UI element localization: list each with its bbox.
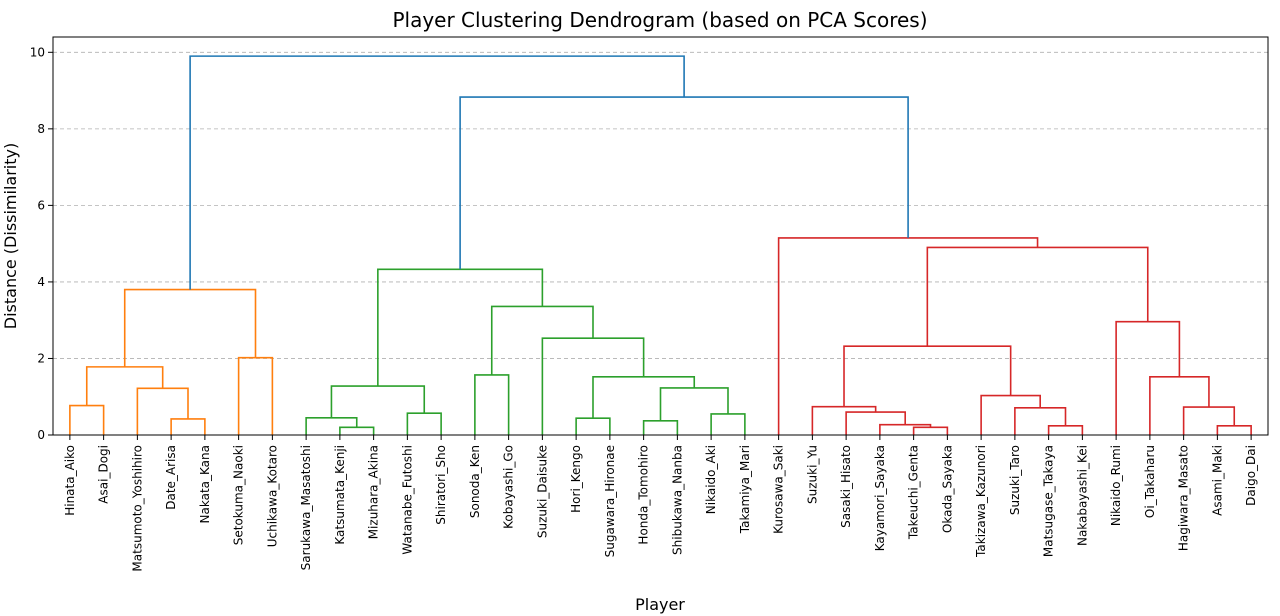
dendrogram-link-0 bbox=[69, 404, 105, 435]
x-tick-label: Suzuki_Taro bbox=[1008, 445, 1022, 515]
dendrogram-link-5 bbox=[123, 288, 257, 367]
x-tick-label: Okada_Sayaka bbox=[940, 445, 954, 533]
dendrogram-link-11 bbox=[575, 417, 611, 435]
y-tick-label: 0 bbox=[37, 428, 45, 442]
x-tick-label: Shiratori_Sho bbox=[434, 445, 448, 525]
x-tick-label: Matsugase_Takaya bbox=[1042, 445, 1056, 557]
x-tick-label: Asami_Maki bbox=[1210, 445, 1224, 516]
x-tick-label: Sasaki_Hisato bbox=[839, 445, 853, 528]
dendrogram-link-23 bbox=[1047, 425, 1084, 435]
x-tick-label: Takamiya_Mari bbox=[738, 445, 752, 534]
x-tick-label: Hinata_Aiko bbox=[63, 445, 77, 516]
x-tick-label: Matsumoto_Yoshihiro bbox=[130, 445, 144, 572]
x-tick-label: Honda_Tomohiro bbox=[637, 445, 651, 545]
dendrogram-link-26 bbox=[843, 345, 1012, 407]
x-tick-label: Sarukawa_Masatoshi bbox=[299, 445, 313, 570]
x-tick-label: Suzuki_Daisuke bbox=[535, 445, 549, 538]
dendrogram-link-3 bbox=[85, 366, 164, 406]
dendrogram-link-15 bbox=[592, 376, 696, 419]
dendrogram-link-32 bbox=[777, 237, 1039, 435]
dendrogram-link-18 bbox=[377, 268, 544, 387]
y-axis-ticks: 0 2 4 6 8 10 bbox=[30, 45, 53, 442]
dendrogram-link-31 bbox=[926, 246, 1149, 347]
x-tick-label: Oi_Takaharu bbox=[1143, 445, 1157, 518]
x-tick-label: Kayamori_Sayaka bbox=[873, 445, 887, 551]
x-tick-label: Sugawara_Hironae bbox=[603, 445, 617, 557]
dendrogram-link-10 bbox=[474, 374, 510, 435]
x-tick-label: Daigo_Dai bbox=[1244, 445, 1258, 506]
x-tick-label: Nikaido_Rumi bbox=[1109, 445, 1123, 526]
dendrogram-link-29 bbox=[1149, 376, 1210, 435]
dendrogram-link-1 bbox=[170, 418, 206, 435]
x-tick-label: Hori_Kengo bbox=[569, 445, 583, 513]
dendrogram-link-2 bbox=[136, 387, 189, 435]
x-tick-label: Watanabe_Futoshi bbox=[400, 445, 414, 555]
y-tick-label: 4 bbox=[37, 275, 45, 289]
dendrogram-link-20 bbox=[879, 423, 932, 435]
dendrogram-link-12 bbox=[642, 420, 679, 435]
y-axis-title: Distance (Dissimilarity) bbox=[1, 143, 20, 329]
x-tick-label: Nikaido_Aki bbox=[704, 445, 718, 514]
x-tick-label: Nakata_Kana bbox=[198, 445, 212, 523]
dendrogram-link-8 bbox=[406, 412, 442, 435]
x-tick-label: Mizuhara_Akina bbox=[367, 445, 381, 539]
dendrogram-link-27 bbox=[1216, 425, 1252, 435]
x-tick-label: Shibukawa_Nanba bbox=[670, 445, 684, 555]
y-tick-label: 2 bbox=[37, 351, 45, 365]
plot-frame bbox=[52, 36, 1269, 436]
dendrogram-link-34 bbox=[189, 55, 685, 290]
y-tick-label: 10 bbox=[30, 45, 45, 59]
x-tick-label: Takeuchi_Genta bbox=[907, 445, 921, 540]
dendrogram-link-19 bbox=[912, 426, 949, 435]
x-tick-label: Takizawa_Kazunori bbox=[974, 445, 988, 558]
x-tick-label: Suzuki_Yu bbox=[805, 445, 819, 504]
dendrogram-links bbox=[69, 55, 1252, 435]
dendrogram-link-6 bbox=[339, 426, 375, 435]
dendrogram-link-22 bbox=[811, 405, 877, 435]
dendrogram-link-28 bbox=[1182, 406, 1236, 435]
x-tick-label: Uchikawa_Kotaro bbox=[265, 445, 279, 547]
dendrogram-link-33 bbox=[459, 96, 909, 270]
x-tick-label: Kurosawa_Saki bbox=[772, 445, 786, 534]
x-tick-label: Kobayashi_Go bbox=[502, 445, 516, 529]
x-tick-label: Sonoda_Ken bbox=[468, 445, 482, 518]
x-tick-label: Asai_Dogi bbox=[97, 445, 111, 504]
dendrogram-link-24 bbox=[1014, 407, 1067, 435]
dendrogram-link-16 bbox=[541, 337, 645, 435]
y-tick-label: 6 bbox=[37, 198, 45, 212]
chart-title: Player Clustering Dendrogram (based on P… bbox=[392, 8, 927, 32]
x-tick-label: Nakabayashi_Kei bbox=[1075, 445, 1089, 546]
dendrogram-link-4 bbox=[237, 356, 274, 435]
x-tick-label: Katsumata_Kenji bbox=[333, 445, 347, 545]
dendrogram-link-25 bbox=[980, 394, 1041, 435]
dendrogram-link-13 bbox=[710, 413, 746, 435]
dendrogram-link-30 bbox=[1115, 320, 1181, 435]
dendrogram-link-21 bbox=[845, 411, 906, 435]
y-tick-label: 8 bbox=[37, 122, 45, 136]
x-tick-label: Hagiwara_Masato bbox=[1177, 445, 1191, 551]
x-axis-title: Player bbox=[635, 595, 685, 614]
dendrogram-link-7 bbox=[305, 416, 358, 435]
x-tick-label: Date_Arisa bbox=[164, 445, 178, 510]
dendrogram-link-14 bbox=[659, 387, 729, 421]
x-tick-label: Setokuma_Naoki bbox=[232, 445, 246, 545]
x-axis-ticks: Hinata_Aiko Asai_Dogi Matsumoto_Yoshihiro D… bbox=[63, 435, 1258, 572]
